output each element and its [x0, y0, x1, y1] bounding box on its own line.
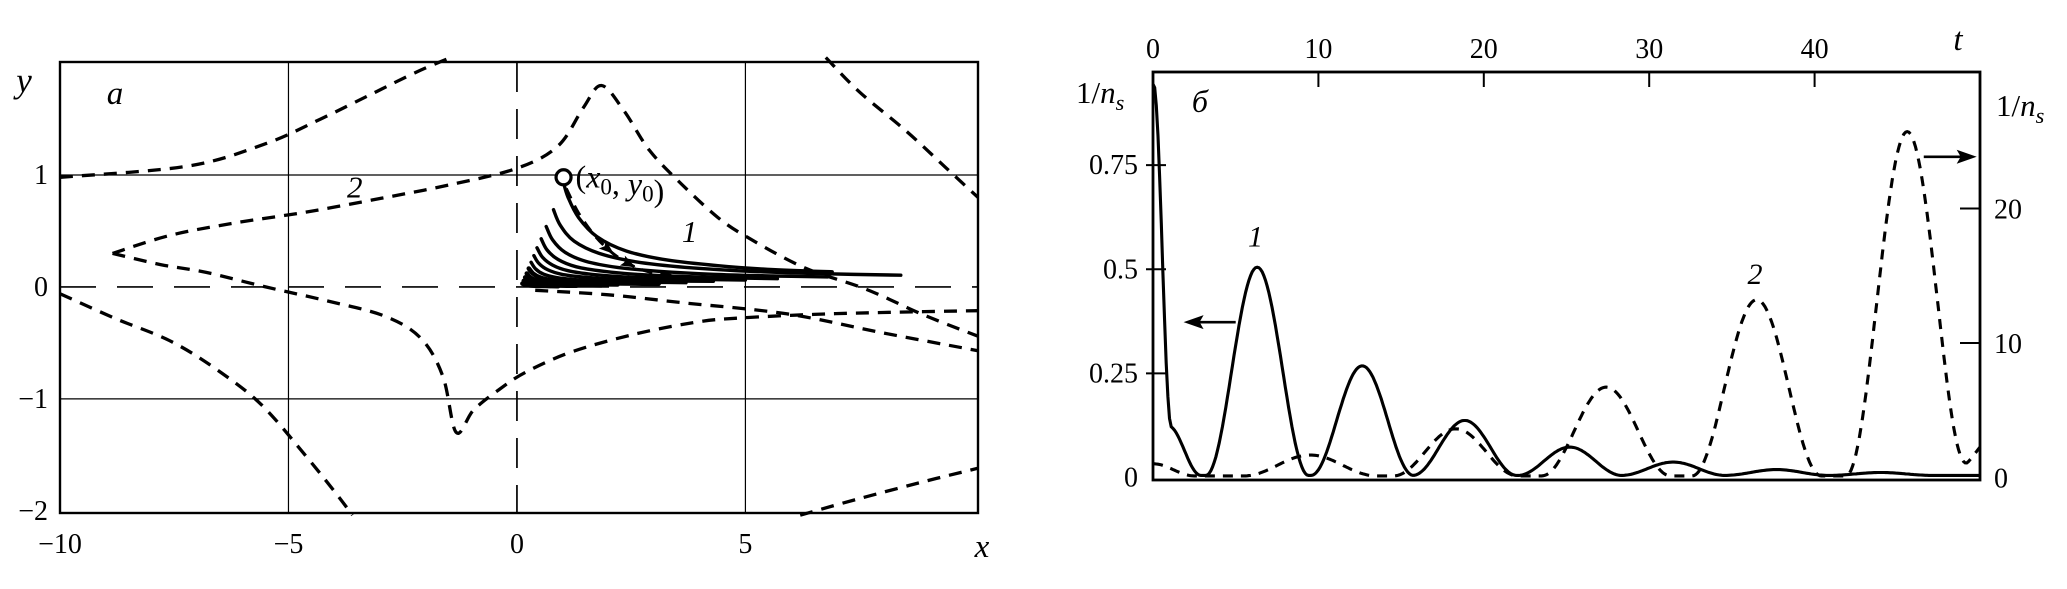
x-tick-label: −10	[38, 529, 82, 560]
separatrix-hairpin-lower	[112, 251, 979, 435]
right-tick-label: 20	[1994, 195, 2022, 226]
start-point-marker	[554, 168, 573, 187]
plot-frame	[58, 60, 980, 515]
separatrix-upper-right	[824, 56, 980, 199]
series-2-label: 2	[1748, 258, 1763, 291]
time-series-panel-b: 0 10 20 30 40 t 0 0.25 0.5 0.75 0 10 20 1/ns 1/ns 1 2 б	[1076, 22, 2044, 495]
y-tick-label: 0	[34, 272, 48, 303]
left-axis-label: 1/ns	[1076, 75, 1124, 115]
curve-label-1: 1	[682, 214, 698, 249]
flow-arrowhead-icon	[619, 255, 636, 268]
x-axis-label: x	[974, 529, 990, 565]
separatrix-lower-right	[799, 466, 979, 517]
right-tick-label: 0	[1994, 464, 2008, 495]
series-1-curve	[1151, 83, 1980, 477]
y-tick-label: −2	[18, 496, 48, 527]
panel-label-a: a	[107, 76, 124, 112]
separatrix-saddle-tail	[535, 288, 979, 353]
x-tick-label: 5	[738, 529, 752, 560]
left-tick-label: 0.5	[1103, 254, 1138, 285]
series-2-curve	[1153, 129, 1982, 478]
plot-frame	[1151, 70, 1982, 482]
right-arrowhead-icon	[1956, 149, 1977, 164]
panel-label-b: б	[1192, 83, 1209, 119]
left-tick-label: 0.25	[1089, 358, 1138, 389]
trajectory	[551, 208, 903, 277]
left-arrowhead-icon	[1183, 315, 1204, 330]
right-tick-label: 10	[1994, 329, 2022, 360]
right-axis-label: 1/ns	[1996, 88, 2044, 128]
t-tick-label: 20	[1470, 34, 1498, 65]
separatrix-lower-left	[59, 292, 354, 517]
t-tick-label: 10	[1304, 34, 1332, 65]
separatrix-hairpin-upper	[112, 83, 979, 338]
trajectory	[532, 253, 716, 283]
trajectory	[561, 181, 834, 274]
left-tick-label: 0.75	[1089, 150, 1138, 181]
t-axis-label: t	[1953, 22, 1963, 58]
trajectory	[520, 281, 561, 289]
separatrix-upper-left	[59, 55, 452, 179]
trajectory	[539, 237, 780, 281]
t-tick-label: 40	[1801, 34, 1829, 65]
trajectory	[535, 246, 748, 282]
trajectory	[544, 224, 830, 279]
flow-arrowhead-icon	[598, 240, 614, 254]
y-axis-label: y	[13, 61, 32, 100]
curve-label-2: 2	[347, 169, 363, 204]
series-1-label: 1	[1248, 220, 1263, 253]
start-point-label: (x0, y0)	[576, 158, 665, 208]
left-tick-label: 0	[1124, 463, 1138, 494]
x-tick-label: 0	[510, 529, 524, 560]
x-tick-label: −5	[274, 529, 304, 560]
t-tick-label: 30	[1635, 34, 1663, 65]
y-tick-label: −1	[18, 384, 48, 415]
y-tick-label: 1	[34, 160, 48, 191]
t-tick-label: 0	[1146, 34, 1160, 65]
